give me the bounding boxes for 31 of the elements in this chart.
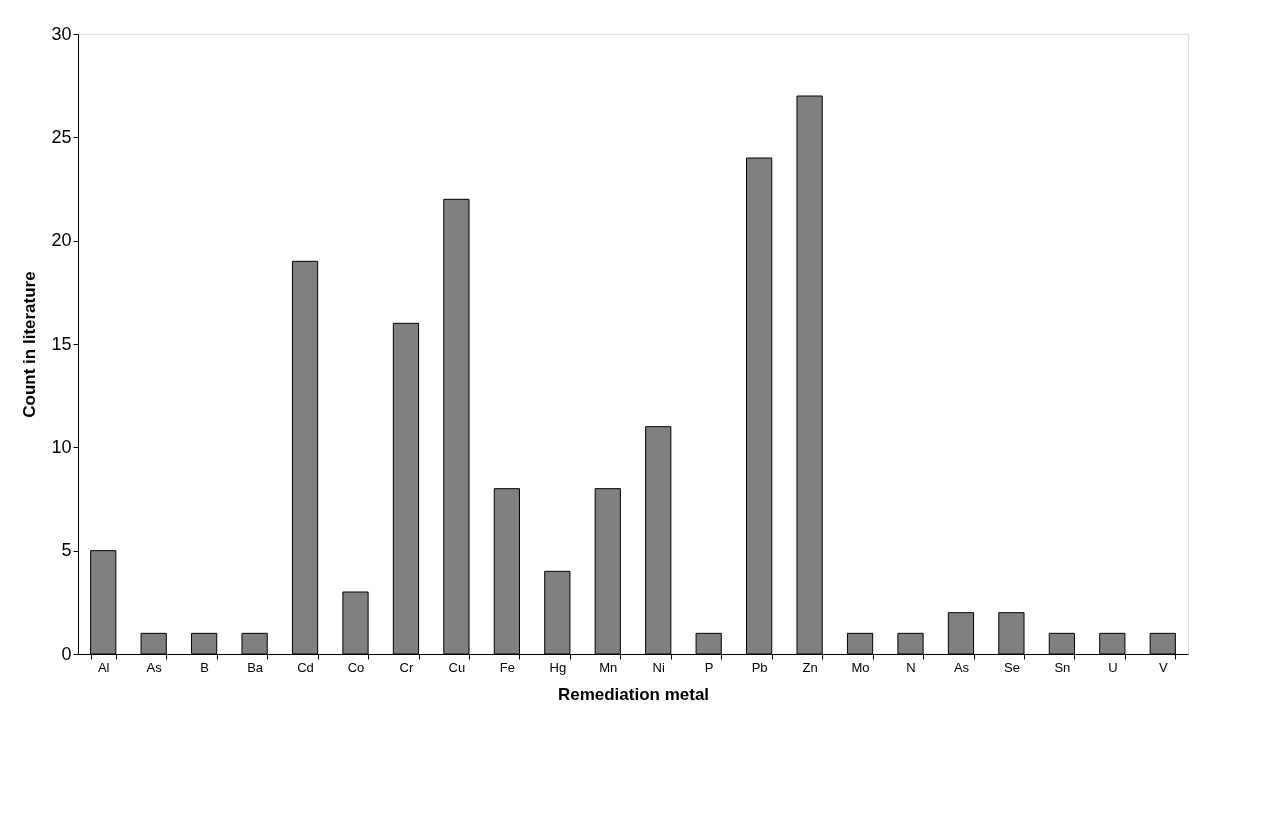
x-tick-label: B bbox=[200, 659, 209, 675]
x-tick-label: Zn bbox=[802, 659, 818, 675]
x-tick-label: As bbox=[953, 659, 970, 675]
y-tick-label: 25 bbox=[51, 126, 72, 147]
x-tick-label: Cd bbox=[297, 659, 314, 675]
x-axis-title: Remediation metal bbox=[557, 684, 710, 704]
x-tick-label: As bbox=[146, 659, 163, 675]
x-tick-label: Pb bbox=[751, 659, 768, 675]
x-tick-label: Hg bbox=[549, 659, 567, 675]
x-tick-label: Mn bbox=[599, 659, 618, 675]
x-tick-label: U bbox=[1108, 659, 1118, 675]
y-tick-label: 30 bbox=[51, 23, 72, 44]
x-tick-label: V bbox=[1158, 659, 1168, 675]
x-tick-label: Fe bbox=[499, 659, 515, 675]
x-tick-label: Mo bbox=[851, 659, 870, 675]
x-tick-label: Co bbox=[347, 659, 365, 675]
x-tick-label: Ba bbox=[247, 659, 264, 675]
x-tick-label: Cu bbox=[448, 659, 466, 675]
y-tick-label: 5 bbox=[61, 540, 72, 561]
y-tick-label: 0 bbox=[61, 643, 72, 664]
y-tick-label: 15 bbox=[51, 333, 72, 354]
y-tick-label: 20 bbox=[51, 230, 72, 251]
x-tick-label: Al bbox=[97, 659, 110, 675]
x-tick-label: N bbox=[906, 659, 916, 675]
x-tick-label: Ni bbox=[652, 659, 665, 675]
y-tick-label: 10 bbox=[51, 436, 72, 457]
x-tick-label: Cr bbox=[399, 659, 414, 675]
x-tick-label: Sn bbox=[1054, 659, 1071, 675]
x-tick-label: P bbox=[704, 659, 714, 675]
y-axis-title: Count in literature bbox=[20, 271, 40, 418]
x-tick-label: Se bbox=[1003, 659, 1020, 675]
